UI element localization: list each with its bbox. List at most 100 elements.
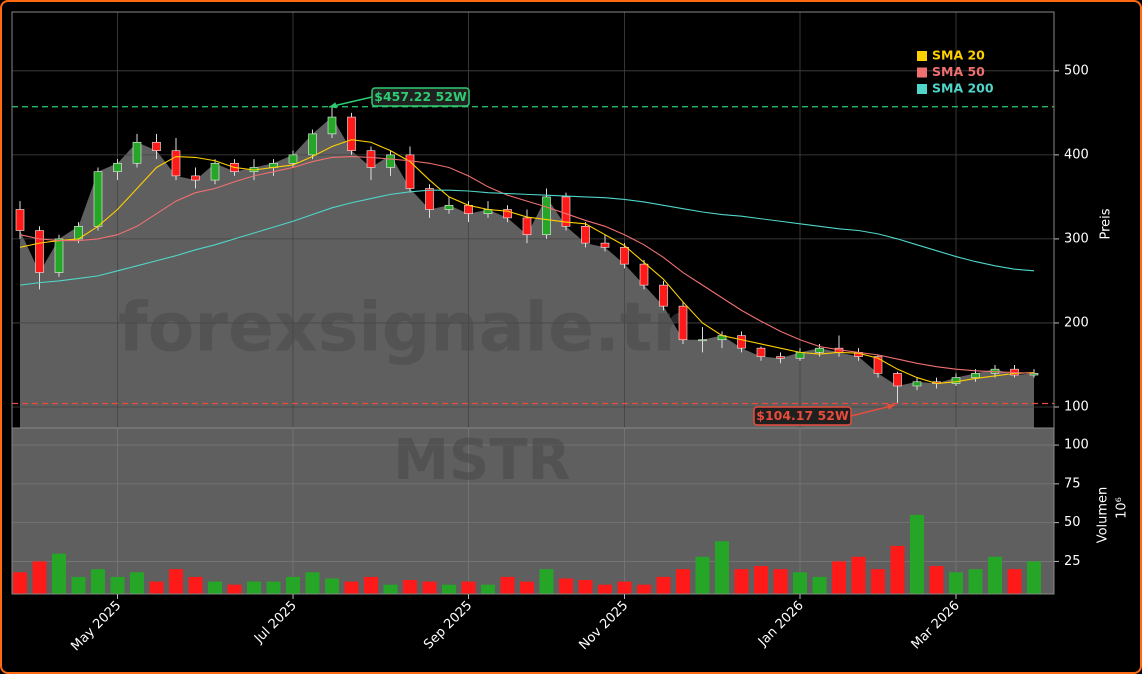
y-tick-label: 200 (1064, 315, 1089, 330)
volume-bar (910, 514, 924, 594)
y-tick-label: 75 (1064, 476, 1081, 491)
annotation-label: $104.17 52W (756, 408, 849, 423)
candle-body (191, 175, 200, 181)
volume-bar (695, 556, 710, 594)
candle-body (698, 339, 707, 342)
volume-bar (110, 576, 125, 594)
volume-bar (637, 584, 651, 594)
candle-body (15, 209, 25, 231)
volume-bar (773, 569, 788, 594)
y-tick-label: 100 (1064, 438, 1089, 453)
volume-bar (91, 569, 105, 594)
candle-body (737, 335, 746, 349)
volume-bar (890, 545, 905, 594)
volume-bar (988, 556, 1002, 594)
volume-bar (793, 572, 807, 594)
volume-bar (559, 578, 573, 594)
candle-body (756, 347, 766, 357)
candle-body (561, 196, 571, 227)
candle-body (542, 196, 551, 236)
volume-bar (461, 581, 476, 594)
price-area (20, 117, 1034, 428)
watermark-symbol: MSTR (393, 428, 570, 493)
volume-bar (383, 584, 398, 594)
volume-bar (266, 581, 281, 594)
candle-body (425, 188, 434, 210)
candle-body (347, 116, 356, 151)
volume-bar (32, 561, 47, 594)
x-tick-label: Jul 2025 (251, 598, 300, 647)
candle-body (522, 217, 532, 236)
legend-label: SMA 200 (932, 81, 994, 96)
candle-body (171, 150, 181, 177)
candle-body (386, 154, 395, 168)
candle-body (776, 356, 785, 359)
legend-label: SMA 50 (932, 64, 985, 79)
volume-bar (208, 581, 222, 594)
volume-bar (968, 569, 983, 594)
candle-body (113, 162, 122, 172)
x-tick-label: May 2025 (68, 598, 124, 654)
candle-body (444, 204, 454, 210)
volume-bar (247, 581, 261, 594)
volume-bar (130, 572, 144, 594)
annotation-arrow (850, 404, 896, 417)
volume-bar (715, 541, 729, 594)
volume-bar (364, 576, 378, 594)
volume-bar (422, 581, 437, 594)
volume-bar (676, 569, 690, 594)
candle-body (503, 209, 512, 219)
candle-body (288, 154, 298, 164)
volume-bar (1007, 569, 1022, 594)
volume-bar (305, 572, 320, 594)
x-tick-label: Nov 2025 (576, 598, 631, 653)
candle-body (35, 230, 44, 273)
volume-bar (403, 580, 417, 594)
annotation-label: $457.22 52W (374, 89, 467, 104)
candle-body (93, 171, 103, 227)
annotation-arrowhead (887, 403, 895, 410)
candle-body (405, 154, 415, 189)
candle-body (659, 284, 668, 307)
volume-bar (598, 584, 612, 594)
y-tick-label: 300 (1064, 231, 1089, 246)
volume-bar (539, 569, 554, 594)
candle-body (971, 373, 980, 378)
legend-swatch (917, 51, 927, 61)
candle-body (815, 347, 824, 353)
volume-bar (578, 580, 593, 594)
volume-bar (188, 576, 203, 594)
candle-body (152, 141, 161, 151)
x-tick-label: Jan 2026 (755, 598, 807, 650)
y-tick-label: 100 (1064, 399, 1089, 414)
volume-multiplier: 10⁶ (1115, 497, 1130, 519)
candle-body (308, 133, 317, 156)
volume-bar (734, 569, 749, 594)
candle-body (54, 238, 64, 273)
volume-bar (286, 576, 300, 594)
volume-bar (871, 569, 885, 594)
legend-swatch (917, 84, 927, 94)
volume-panel-background (12, 428, 1054, 594)
volume-bar (851, 556, 866, 594)
volume-bar (617, 581, 632, 594)
sma-line (19, 189, 1035, 286)
legend-label: SMA 20 (932, 48, 985, 63)
volume-axis-label: Volumen (1096, 487, 1111, 544)
x-tick-label: Sep 2025 (421, 598, 475, 652)
candle-body (581, 226, 590, 244)
y-axis-label: Preis (1099, 208, 1114, 239)
legend-swatch (917, 67, 927, 78)
volume-panel-frame (11, 427, 1055, 595)
candle-body (327, 116, 337, 135)
candle-body (912, 381, 922, 387)
candle-body (795, 352, 805, 359)
watermark: forexsignale.tr (118, 289, 686, 368)
volume-bar (227, 584, 242, 594)
candle-body (639, 263, 649, 286)
volume-bar (149, 581, 164, 594)
volume-bar (71, 576, 86, 594)
volume-bar (344, 581, 359, 594)
